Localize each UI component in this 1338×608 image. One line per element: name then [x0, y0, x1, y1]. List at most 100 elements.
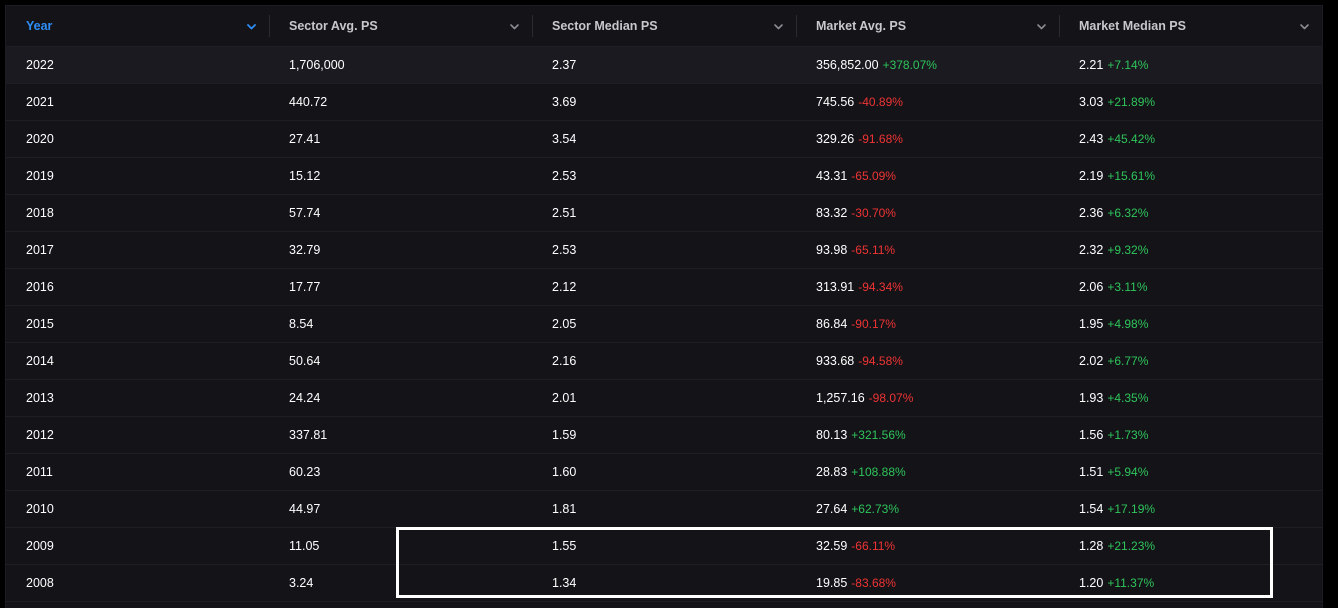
- sector-median-ps-cell: 3.54: [552, 132, 577, 146]
- change-badge: +4.35%: [1107, 391, 1149, 405]
- year-cell: 2017: [26, 243, 54, 257]
- table-row[interactable]: 2021 440.72 3.69 745.56 -40.89% 3.03 +21.8…: [6, 84, 1322, 121]
- value: 1,257.16: [816, 391, 865, 405]
- change-badge: +4.98%: [1107, 317, 1149, 331]
- change-badge: -40.89%: [858, 95, 903, 109]
- change-badge: +7.14%: [1107, 58, 1149, 72]
- sector-avg-ps-cell: 57.74: [289, 206, 321, 220]
- chevron-down-icon[interactable]: [246, 21, 257, 32]
- table-row[interactable]: 2016 17.77 2.12 313.91 -94.34% 2.06 +3.11%: [6, 269, 1322, 306]
- change-badge: +378.07%: [882, 58, 937, 72]
- change-badge: +17.19%: [1107, 502, 1156, 516]
- market-median-ps-cell: 2.06 +3.11%: [1059, 269, 1322, 305]
- change-badge: -65.11%: [851, 243, 896, 257]
- column-header-market-avg-ps[interactable]: Market Avg. PS: [796, 6, 1059, 46]
- market-avg-ps-cell: 313.91 -94.34%: [796, 269, 1059, 305]
- sector-avg-ps-cell: 1,706,000: [289, 58, 345, 72]
- sector-avg-ps-cell: 3.24: [289, 576, 314, 590]
- value: 28.83: [816, 465, 848, 479]
- market-median-ps-cell: 2.21 +7.14%: [1059, 47, 1322, 83]
- column-header-sector-median-ps[interactable]: Sector Median PS: [532, 6, 796, 46]
- market-median-ps-cell: 1.51 +5.94%: [1059, 454, 1322, 490]
- sector-median-ps-cell: 2.51: [552, 206, 577, 220]
- year-cell: 2012: [26, 428, 54, 442]
- year-cell: 2020: [26, 132, 54, 146]
- table-row[interactable]: 2011 60.23 1.60 28.83 +108.88% 1.51 +5.94%: [6, 454, 1322, 491]
- table-row[interactable]: 2009 11.05 1.55 32.59 -66.11% 1.28 +21.23%: [6, 528, 1322, 565]
- value: 2.21: [1079, 58, 1104, 72]
- year-cell: 2008: [26, 576, 54, 590]
- sector-median-ps-cell: 3.69: [552, 95, 577, 109]
- sector-median-ps-cell: 2.05: [552, 317, 577, 331]
- market-avg-ps-cell: 83.32 -30.70%: [796, 195, 1059, 231]
- change-badge: +9.32%: [1107, 243, 1149, 257]
- change-badge: -94.58%: [858, 354, 903, 368]
- table-row[interactable]: 2012 337.81 1.59 80.13 +321.56% 1.56 +1.73…: [6, 417, 1322, 454]
- change-badge: +21.89%: [1107, 95, 1156, 109]
- sector-avg-ps-cell: 27.41: [289, 132, 321, 146]
- value: 1.51: [1079, 465, 1104, 479]
- market-median-ps-cell: 1.93 +4.35%: [1059, 380, 1322, 416]
- column-header-label: Sector Avg. PS: [289, 19, 378, 33]
- table-row[interactable]: 2013 24.24 2.01 1,257.16 -98.07% 1.93 +4.3…: [6, 380, 1322, 417]
- market-avg-ps-cell: 43.31 -65.09%: [796, 158, 1059, 194]
- sector-median-ps-cell: 1.60: [552, 465, 577, 479]
- value: 2.06: [1079, 280, 1104, 294]
- sector-median-ps-cell: 2.53: [552, 243, 577, 257]
- sector-avg-ps-cell: 15.12: [289, 169, 321, 183]
- column-header-sector-avg-ps[interactable]: Sector Avg. PS: [269, 6, 532, 46]
- year-cell: 2021: [26, 95, 54, 109]
- change-badge: +6.77%: [1107, 354, 1149, 368]
- market-median-ps-cell: 2.32 +9.32%: [1059, 232, 1322, 268]
- table-row[interactable]: 2010 44.97 1.81 27.64 +62.73% 1.54 +17.19%: [6, 491, 1322, 528]
- sector-avg-ps-cell: 11.05: [289, 539, 320, 553]
- table-row[interactable]: 2022 1,706,000 2.37 356,852.00 +378.07% 2…: [6, 47, 1322, 84]
- value: 86.84: [816, 317, 848, 331]
- value: 1.28: [1079, 539, 1104, 553]
- value: 2.19: [1079, 169, 1104, 183]
- year-cell: 2009: [26, 539, 54, 553]
- change-badge: +3.11%: [1107, 280, 1148, 294]
- value: 19.85: [816, 576, 848, 590]
- table-row[interactable]: 2015 8.54 2.05 86.84 -90.17% 1.95 +4.98%: [6, 306, 1322, 343]
- value: 93.98: [816, 243, 848, 257]
- change-badge: -90.17%: [851, 317, 896, 331]
- value: 313.91: [816, 280, 855, 294]
- ps-history-table: Year Sector Avg. PS Sector Median PS Mar…: [5, 5, 1323, 608]
- change-badge: +11.37%: [1107, 576, 1155, 590]
- chevron-down-icon[interactable]: [1299, 21, 1310, 32]
- value: 329.26: [816, 132, 855, 146]
- market-median-ps-cell: 2.36 +6.32%: [1059, 195, 1322, 231]
- market-avg-ps-cell: 745.56 -40.89%: [796, 84, 1059, 120]
- table-row[interactable]: 2008 3.24 1.34 19.85 -83.68% 1.20 +11.37%: [6, 565, 1322, 602]
- table-row[interactable]: 2020 27.41 3.54 329.26 -91.68% 2.43 +45.42…: [6, 121, 1322, 158]
- value: 43.31: [816, 169, 848, 183]
- change-badge: +21.23%: [1107, 539, 1156, 553]
- column-header-year[interactable]: Year: [6, 6, 269, 46]
- value: 2.36: [1079, 206, 1104, 220]
- market-avg-ps-cell: 86.84 -90.17%: [796, 306, 1059, 342]
- value: 80.13: [816, 428, 848, 442]
- table-row[interactable]: 2019 15.12 2.53 43.31 -65.09% 2.19 +15.61%: [6, 158, 1322, 195]
- chevron-down-icon[interactable]: [1036, 21, 1047, 32]
- year-cell: 2018: [26, 206, 54, 220]
- chevron-down-icon[interactable]: [773, 21, 784, 32]
- sector-median-ps-cell: 2.16: [552, 354, 577, 368]
- chevron-down-icon[interactable]: [509, 21, 520, 32]
- table-row[interactable]: 2014 50.64 2.16 933.68 -94.58% 2.02 +6.77%: [6, 343, 1322, 380]
- year-cell: 2014: [26, 354, 54, 368]
- value: 1.93: [1079, 391, 1104, 405]
- value: 3.03: [1079, 95, 1104, 109]
- value: 2.32: [1079, 243, 1104, 257]
- table-row[interactable]: 2018 57.74 2.51 83.32 -30.70% 2.36 +6.32%: [6, 195, 1322, 232]
- value: 2.02: [1079, 354, 1104, 368]
- table-row[interactable]: 2017 32.79 2.53 93.98 -65.11% 2.32 +9.32%: [6, 232, 1322, 269]
- sector-avg-ps-cell: 24.24: [289, 391, 321, 405]
- column-header-market-median-ps[interactable]: Market Median PS: [1059, 6, 1322, 46]
- sector-avg-ps-cell: 440.72: [289, 95, 328, 109]
- change-badge: +1.73%: [1107, 428, 1149, 442]
- market-median-ps-cell: 1.56 +1.73%: [1059, 417, 1322, 453]
- change-badge: -30.70%: [851, 206, 896, 220]
- market-median-ps-cell: 2.02 +6.77%: [1059, 343, 1322, 379]
- value: 2.43: [1079, 132, 1104, 146]
